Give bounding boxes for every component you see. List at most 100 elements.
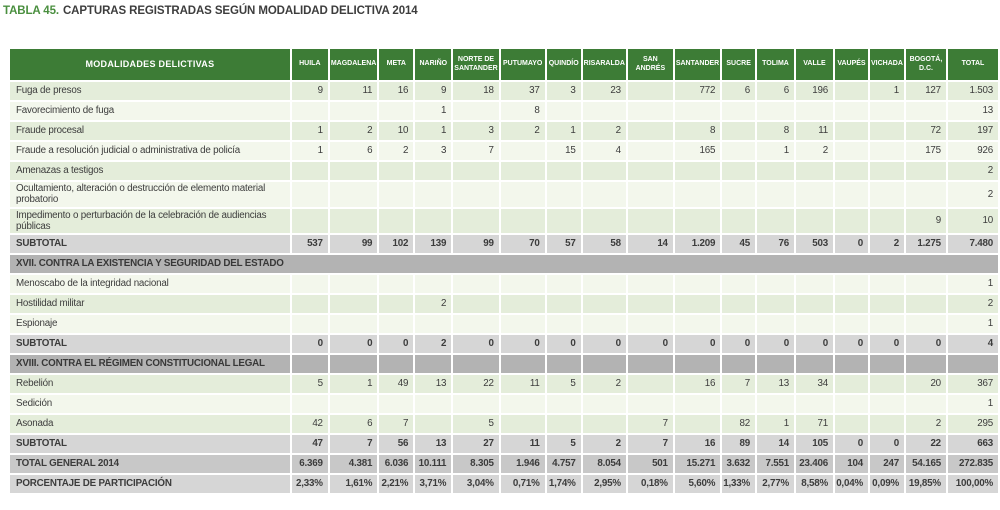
data-cell [546,182,581,207]
data-cell [722,182,756,207]
section-title: XVII. CONTRA LA EXISTENCIA Y SEGURIDAD D… [10,255,998,274]
data-cell: 47 [291,435,328,454]
data-cell: 1 [757,142,794,160]
data-cell: 13 [947,102,998,120]
table-row: SUBTOTAL 0 0 0 2 0 0 0 0 0 0 0 0 0 0 0 0 4 [10,335,998,354]
data-cell [722,295,756,314]
data-cell: 23.406 [796,455,833,474]
data-cell: 0 [905,335,946,354]
data-cell: 1.275 [905,235,946,254]
data-cell: 175 [905,142,946,160]
data-cell [757,162,794,180]
data-cell [329,355,378,374]
data-cell [453,162,499,180]
data-cell [674,182,721,207]
data-cell: 1,33% [722,475,756,494]
data-cell: 1 [546,122,581,140]
data-cell [415,275,452,294]
data-cell [834,295,868,314]
data-cell: 2 [329,122,378,140]
column-header-modalidades: MODALIDADES DELICTIVAS [10,49,290,80]
data-cell [500,395,545,414]
data-cell: 2,21% [379,475,414,494]
data-cell: 37 [500,82,545,100]
data-cell [869,142,904,160]
data-cell [627,395,673,414]
data-cell [757,208,794,234]
data-cell [627,82,673,100]
data-cell: 127 [905,82,946,100]
data-cell: 0 [379,335,414,354]
data-cell [500,315,545,334]
data-cell: 197 [947,122,998,140]
table-title-number: TABLA 45. [3,5,59,17]
data-cell: 10.111 [415,455,452,474]
row-label: Asonada [10,415,290,434]
data-cell [834,415,868,434]
data-cell: 165 [674,142,721,160]
data-cell [757,275,794,294]
data-cell: 8 [757,122,794,140]
data-cell [453,275,499,294]
data-cell: 57 [546,235,581,254]
row-label: SUBTOTAL [10,235,290,254]
data-cell [796,275,833,294]
data-cell: 1 [757,415,794,434]
column-header: NARIÑO [415,49,452,80]
data-cell [627,275,673,294]
data-cell: 1.503 [947,82,998,100]
data-cell [905,275,946,294]
data-cell [796,315,833,334]
data-cell: 0,71% [500,475,545,494]
data-cell [500,208,545,234]
data-cell [546,102,581,120]
data-cell: 19,85% [905,475,946,494]
data-cell: 23 [582,82,626,100]
data-cell: 8 [674,122,721,140]
data-cell: 71 [796,415,833,434]
data-cell [674,415,721,434]
data-cell [379,295,414,314]
data-cell [582,295,626,314]
data-cell [546,395,581,414]
table-row: TOTAL GENERAL 2014 6.369 4.381 6.036 10.111 8… [10,455,998,474]
data-cell: 5 [453,415,499,434]
data-cell: 102 [379,235,414,254]
data-cell: 7 [627,415,673,434]
column-header: BOGOTÁ, D.C. [905,49,946,80]
data-cell [582,182,626,207]
data-cell [329,182,378,207]
row-label: Fraude procesal [10,122,290,140]
data-cell [722,162,756,180]
data-cell [453,208,499,234]
data-cell: 3.632 [722,455,756,474]
data-cell [453,315,499,334]
data-cell [757,395,794,414]
table-title: TABLA 45. CAPTURAS REGISTRADAS SEGÚN MODA… [3,5,418,17]
data-cell: 2 [582,122,626,140]
data-cell: 367 [947,375,998,394]
data-cell: 18 [453,82,499,100]
data-cell: 3 [546,82,581,100]
data-cell [291,355,328,374]
data-cell [869,395,904,414]
table-row: Rebelión 5 1 49 13 22 11 5 2 16 7 13 34 20 367 [10,375,998,394]
data-cell: 6.369 [291,455,328,474]
data-cell [869,355,904,374]
data-cell [329,162,378,180]
data-cell: 7 [722,375,756,394]
data-cell: 13 [757,375,794,394]
column-header: TOLIMA [757,49,794,80]
data-cell [500,275,545,294]
data-cell [905,315,946,334]
data-cell [869,295,904,314]
data-cell [453,355,499,374]
data-cell [500,142,545,160]
data-cell [546,315,581,334]
data-cell: 0,18% [627,475,673,494]
data-cell: 295 [947,415,998,434]
data-cell: 1 [329,375,378,394]
column-header: VICHADA [869,49,904,80]
data-cell: 0 [582,335,626,354]
data-cell: 0 [453,335,499,354]
